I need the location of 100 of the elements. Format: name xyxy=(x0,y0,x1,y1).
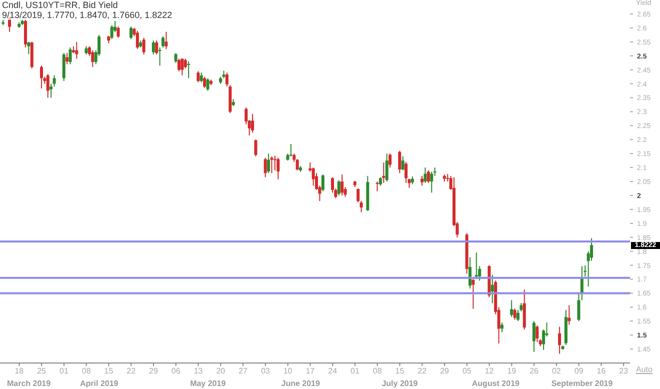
candlestick xyxy=(161,36,164,48)
x-tick-label: 02 xyxy=(552,366,562,376)
candlestick xyxy=(251,113,254,134)
x-tick-label: 12 xyxy=(484,366,494,376)
candlestick xyxy=(68,46,72,65)
candlestick xyxy=(152,40,155,55)
x-tick-label: 22 xyxy=(418,366,428,376)
candlestick xyxy=(200,72,203,83)
candlestick xyxy=(196,70,200,83)
candlestick xyxy=(385,153,388,182)
candlestick xyxy=(472,278,475,310)
candlestick xyxy=(558,326,562,354)
x2-tick-label: June 2019 xyxy=(281,379,320,388)
candlestick xyxy=(490,274,494,304)
candlestick xyxy=(500,322,504,333)
chart-title: Cndl, US10YT=RR, Bid Yield xyxy=(2,0,119,10)
candlestick xyxy=(382,162,386,184)
x2-tick-label: May 2019 xyxy=(190,379,226,388)
candlestick xyxy=(273,155,276,171)
candlestick xyxy=(536,324,539,343)
x2-tick-label: March 2019 xyxy=(6,379,52,388)
candlestick xyxy=(164,31,168,50)
candlestick xyxy=(136,30,139,50)
candlestick xyxy=(340,174,344,196)
candlestick xyxy=(516,309,520,322)
x2-tick-label: September 2019 xyxy=(551,379,614,388)
x-tick-label: 10 xyxy=(283,366,293,376)
candlestick xyxy=(180,58,184,76)
candlestick xyxy=(174,52,178,64)
x-tick-label: 26 xyxy=(530,366,540,376)
x-tick-label: 08 xyxy=(82,366,92,376)
candlestick xyxy=(420,175,424,186)
candlestick xyxy=(388,153,392,168)
x-tick-label: 03 xyxy=(260,366,270,376)
candlestick xyxy=(116,26,120,38)
candlestick xyxy=(337,180,340,196)
candlestick xyxy=(474,252,478,280)
candlestick xyxy=(62,52,66,82)
candlestick xyxy=(360,200,363,213)
x2-tick-label: April 2019 xyxy=(80,379,119,388)
candlestick xyxy=(356,188,360,203)
candlestick xyxy=(52,74,56,88)
candlestick xyxy=(158,46,162,66)
candlestick xyxy=(513,308,516,320)
candlestick xyxy=(568,304,571,326)
candlestick xyxy=(50,83,53,98)
x-tick-label: 05 xyxy=(462,366,472,376)
candlestick xyxy=(510,300,514,318)
candlestick xyxy=(203,76,206,88)
x-tick-label: 01 xyxy=(60,366,69,376)
candlestick xyxy=(206,78,210,92)
candlestick xyxy=(276,157,280,180)
x-tick-label: 22 xyxy=(126,366,136,376)
x-tick-label: 23 xyxy=(619,366,629,376)
x-tick-label: 29 xyxy=(440,366,450,376)
candlestick xyxy=(426,170,430,184)
candlestick xyxy=(110,24,114,40)
candlestick xyxy=(267,153,270,174)
text: 9/13/2019, 1.7770, 1.8470, 1.7660, 1.8222 xyxy=(2,10,172,20)
x2-tick-label: July 2019 xyxy=(382,379,418,388)
candlestick xyxy=(177,58,180,72)
candlestick xyxy=(398,150,402,174)
candlestick xyxy=(225,72,228,88)
x-tick-label: 20 xyxy=(216,366,226,376)
candlestick xyxy=(404,161,408,184)
candlestick xyxy=(254,139,258,157)
candlestick xyxy=(424,167,427,184)
x-tick-label: 15 xyxy=(104,366,114,376)
x-tick-label: 08 xyxy=(372,366,382,376)
x-tick-label: 17 xyxy=(306,366,316,376)
candlestick xyxy=(27,41,30,55)
x-tick-label: 15 xyxy=(395,366,405,376)
candlestick xyxy=(577,292,580,322)
candlestick xyxy=(289,144,292,157)
x-tick-label: 25 xyxy=(37,366,47,376)
candlestick xyxy=(264,157,267,178)
candlestick xyxy=(184,58,187,69)
candlestick xyxy=(376,181,379,192)
x2-tick-label: August 2019 xyxy=(472,379,520,388)
candlestick xyxy=(91,50,94,68)
x-tick-label: 24 xyxy=(328,366,338,376)
x-tick-label: 06 xyxy=(171,366,181,376)
text: Auto xyxy=(636,365,652,374)
candlestick xyxy=(430,171,434,194)
candlestick xyxy=(40,65,43,90)
candlestick xyxy=(401,156,404,171)
candlestick xyxy=(187,60,190,79)
candlestick xyxy=(532,320,536,352)
candlestick xyxy=(130,26,133,40)
candlestick xyxy=(46,73,50,98)
x-tick-label: 29 xyxy=(149,366,158,376)
candlestick xyxy=(142,37,146,55)
x-tick-label: 27 xyxy=(238,366,248,376)
candlestick xyxy=(321,174,324,192)
x-tick-label: 16 xyxy=(596,366,606,376)
candlestick xyxy=(155,40,158,55)
candlestick xyxy=(66,52,69,65)
x-tick-label: 13 xyxy=(194,366,204,376)
x-tick-label: 19 xyxy=(507,366,517,376)
candlestick xyxy=(24,19,27,48)
